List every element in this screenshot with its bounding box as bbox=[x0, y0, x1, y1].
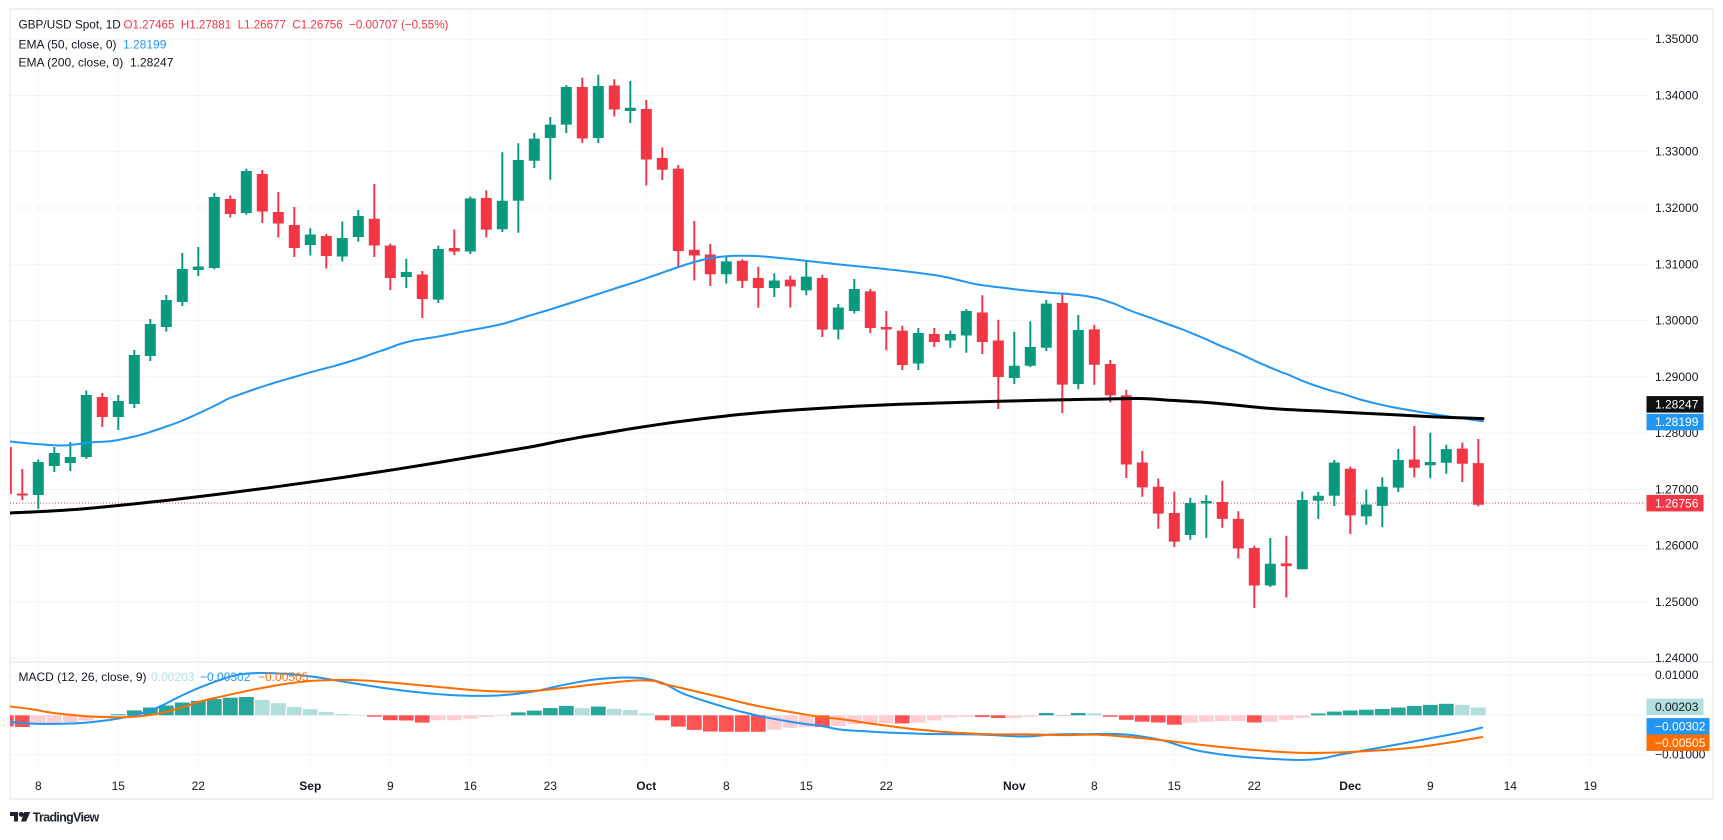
svg-text:−0.00302: −0.00302 bbox=[1655, 720, 1706, 734]
svg-text:EMA (200, close, 0): EMA (200, close, 0) bbox=[19, 56, 124, 70]
svg-text:8: 8 bbox=[35, 779, 42, 793]
svg-text:GBP/USD Spot, 1D: GBP/USD Spot, 1D bbox=[19, 18, 121, 32]
svg-text:Oct: Oct bbox=[636, 779, 656, 793]
svg-text:1.28247: 1.28247 bbox=[130, 56, 174, 70]
svg-text:TradingView: TradingView bbox=[33, 811, 100, 825]
svg-text:1.28247: 1.28247 bbox=[1655, 398, 1699, 412]
svg-text:0.00203: 0.00203 bbox=[151, 670, 195, 684]
svg-text:1.28199: 1.28199 bbox=[123, 38, 167, 52]
svg-text:19: 19 bbox=[1584, 779, 1598, 793]
svg-text:0.00203: 0.00203 bbox=[1655, 700, 1699, 714]
svg-text:O1.27465 H1.27881 L1.26677: O1.27465 H1.27881 L1.26677 C1.26756 −0.0… bbox=[124, 19, 449, 32]
svg-text:1.31000: 1.31000 bbox=[1655, 257, 1699, 271]
svg-text:16: 16 bbox=[464, 779, 478, 793]
svg-text:Nov: Nov bbox=[1003, 779, 1026, 793]
svg-text:8: 8 bbox=[1091, 779, 1098, 793]
svg-text:1.27000: 1.27000 bbox=[1655, 482, 1699, 496]
svg-text:−0.00505: −0.00505 bbox=[258, 670, 309, 684]
svg-text:1.32000: 1.32000 bbox=[1655, 201, 1699, 215]
svg-text:22: 22 bbox=[192, 779, 206, 793]
svg-text:EMA (50, close, 0): EMA (50, close, 0) bbox=[19, 38, 117, 52]
svg-text:1.28199: 1.28199 bbox=[1655, 415, 1699, 429]
svg-text:15: 15 bbox=[800, 779, 814, 793]
svg-text:Dec: Dec bbox=[1339, 779, 1361, 793]
svg-text:9: 9 bbox=[1427, 779, 1434, 793]
svg-text:1.25000: 1.25000 bbox=[1655, 595, 1699, 609]
svg-text:9: 9 bbox=[387, 779, 394, 793]
svg-text:1.35000: 1.35000 bbox=[1655, 32, 1699, 46]
svg-text:23: 23 bbox=[544, 779, 558, 793]
svg-text:1.26756: 1.26756 bbox=[1655, 496, 1699, 510]
svg-text:1.33000: 1.33000 bbox=[1655, 145, 1699, 159]
svg-text:8: 8 bbox=[723, 779, 730, 793]
svg-text:15: 15 bbox=[1168, 779, 1182, 793]
svg-text:MACD (12, 26, close, 9): MACD (12, 26, close, 9) bbox=[19, 670, 147, 684]
svg-text:1.34000: 1.34000 bbox=[1655, 89, 1699, 103]
svg-text:15: 15 bbox=[112, 779, 126, 793]
svg-text:Sep: Sep bbox=[299, 779, 321, 793]
svg-text:−0.00505: −0.00505 bbox=[1655, 736, 1706, 750]
svg-text:0.01000: 0.01000 bbox=[1655, 668, 1699, 682]
svg-text:22: 22 bbox=[880, 779, 894, 793]
svg-text:1.30000: 1.30000 bbox=[1655, 314, 1699, 328]
svg-text:14: 14 bbox=[1504, 779, 1518, 793]
svg-text:−0.00302: −0.00302 bbox=[200, 670, 251, 684]
svg-text:1.29000: 1.29000 bbox=[1655, 370, 1699, 384]
svg-text:1.24000: 1.24000 bbox=[1655, 651, 1699, 665]
svg-text:1.26000: 1.26000 bbox=[1655, 539, 1699, 553]
svg-text:22: 22 bbox=[1248, 779, 1262, 793]
